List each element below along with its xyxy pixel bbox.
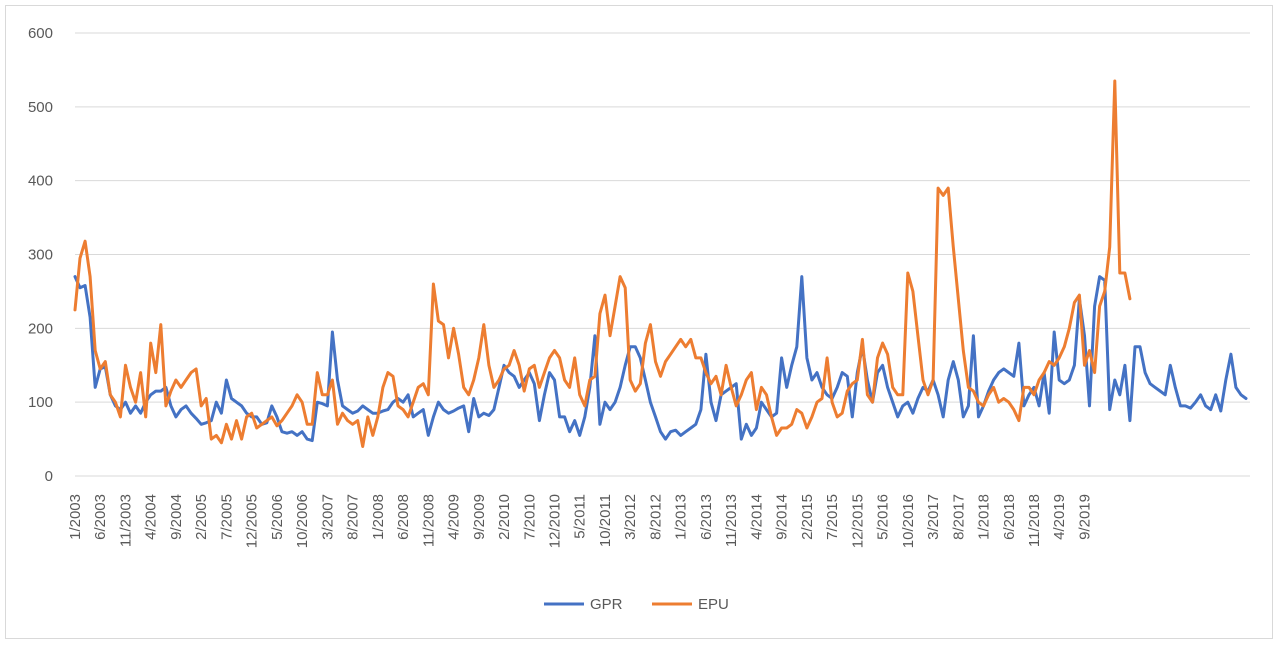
x-tick-label: 2/2005 — [193, 494, 210, 540]
y-tick-label: 0 — [45, 468, 53, 485]
x-tick-label: 8/2017 — [950, 494, 967, 540]
x-tick-label: 6/2008 — [395, 494, 412, 540]
x-tick-label: 5/2011 — [572, 494, 589, 539]
y-axis-ticks: 0 100 200 300 400 500 600 — [28, 25, 53, 485]
x-tick-label: 10/2006 — [294, 494, 311, 548]
x-tick-label: 1/2003 — [67, 494, 84, 540]
x-tick-label: 4/2009 — [446, 494, 463, 540]
y-tick-label: 300 — [28, 247, 53, 264]
series-line-epu — [73, 79, 1132, 448]
y-tick-label: 100 — [28, 394, 53, 411]
x-tick-label: 1/2013 — [673, 494, 690, 540]
x-tick-label: 8/2007 — [345, 494, 362, 540]
x-tick-label: 12/2015 — [849, 494, 866, 548]
x-tick-label: 11/2018 — [1026, 494, 1043, 547]
x-tick-label: 3/2017 — [925, 494, 942, 540]
x-tick-label: 12/2005 — [244, 494, 261, 548]
x-tick-label: 3/2012 — [622, 494, 639, 540]
x-tick-label: 6/2003 — [92, 494, 109, 540]
x-tick-label: 7/2015 — [824, 494, 841, 540]
x-axis-ticks: 1/2003 6/2003 11/2003 4/2004 9/2004 2/2005 7/2… — [67, 494, 1093, 548]
x-tick-label: 9/2004 — [168, 494, 185, 540]
x-tick-label: 3/2007 — [319, 494, 336, 540]
x-tick-label: 1/2008 — [370, 494, 387, 540]
x-tick-label: 7/2005 — [218, 494, 235, 540]
x-tick-label: 1/2018 — [976, 494, 993, 540]
x-tick-label: 10/2011 — [597, 494, 614, 547]
y-tick-label: 600 — [28, 25, 53, 42]
x-tick-label: 6/2013 — [698, 494, 715, 540]
x-tick-label: 2/2010 — [496, 494, 513, 540]
x-tick-label: 8/2012 — [647, 494, 664, 540]
x-tick-label: 6/2018 — [1001, 494, 1018, 540]
legend-label-epu: EPU — [698, 596, 729, 613]
x-tick-label: 12/2010 — [547, 494, 564, 548]
x-tick-label: 4/2004 — [143, 494, 160, 540]
series-lines — [73, 79, 1248, 448]
x-tick-label: 11/2008 — [420, 494, 437, 547]
x-tick-label: 11/2003 — [117, 494, 134, 547]
x-tick-label: 9/2009 — [471, 494, 488, 540]
x-tick-label: 10/2016 — [900, 494, 917, 548]
legend-label-gpr: GPR — [590, 596, 623, 613]
y-tick-label: 500 — [28, 99, 53, 116]
y-tick-label: 400 — [28, 173, 53, 190]
legend: GPR EPU — [544, 596, 729, 613]
x-tick-label: 4/2014 — [748, 494, 765, 540]
x-tick-label: 5/2016 — [875, 494, 892, 540]
x-tick-label: 5/2006 — [269, 494, 286, 540]
y-tick-label: 200 — [28, 320, 53, 337]
x-tick-label: 4/2019 — [1051, 494, 1068, 540]
x-tick-label: 7/2010 — [521, 494, 538, 540]
x-tick-label: 2/2015 — [799, 494, 816, 540]
x-tick-label: 9/2019 — [1076, 494, 1093, 540]
chart-frame — [5, 5, 1273, 639]
x-tick-label: 9/2014 — [774, 494, 791, 540]
series-line-gpr — [73, 275, 1248, 443]
x-tick-label: 11/2013 — [723, 494, 740, 547]
gridlines — [75, 32, 1250, 477]
